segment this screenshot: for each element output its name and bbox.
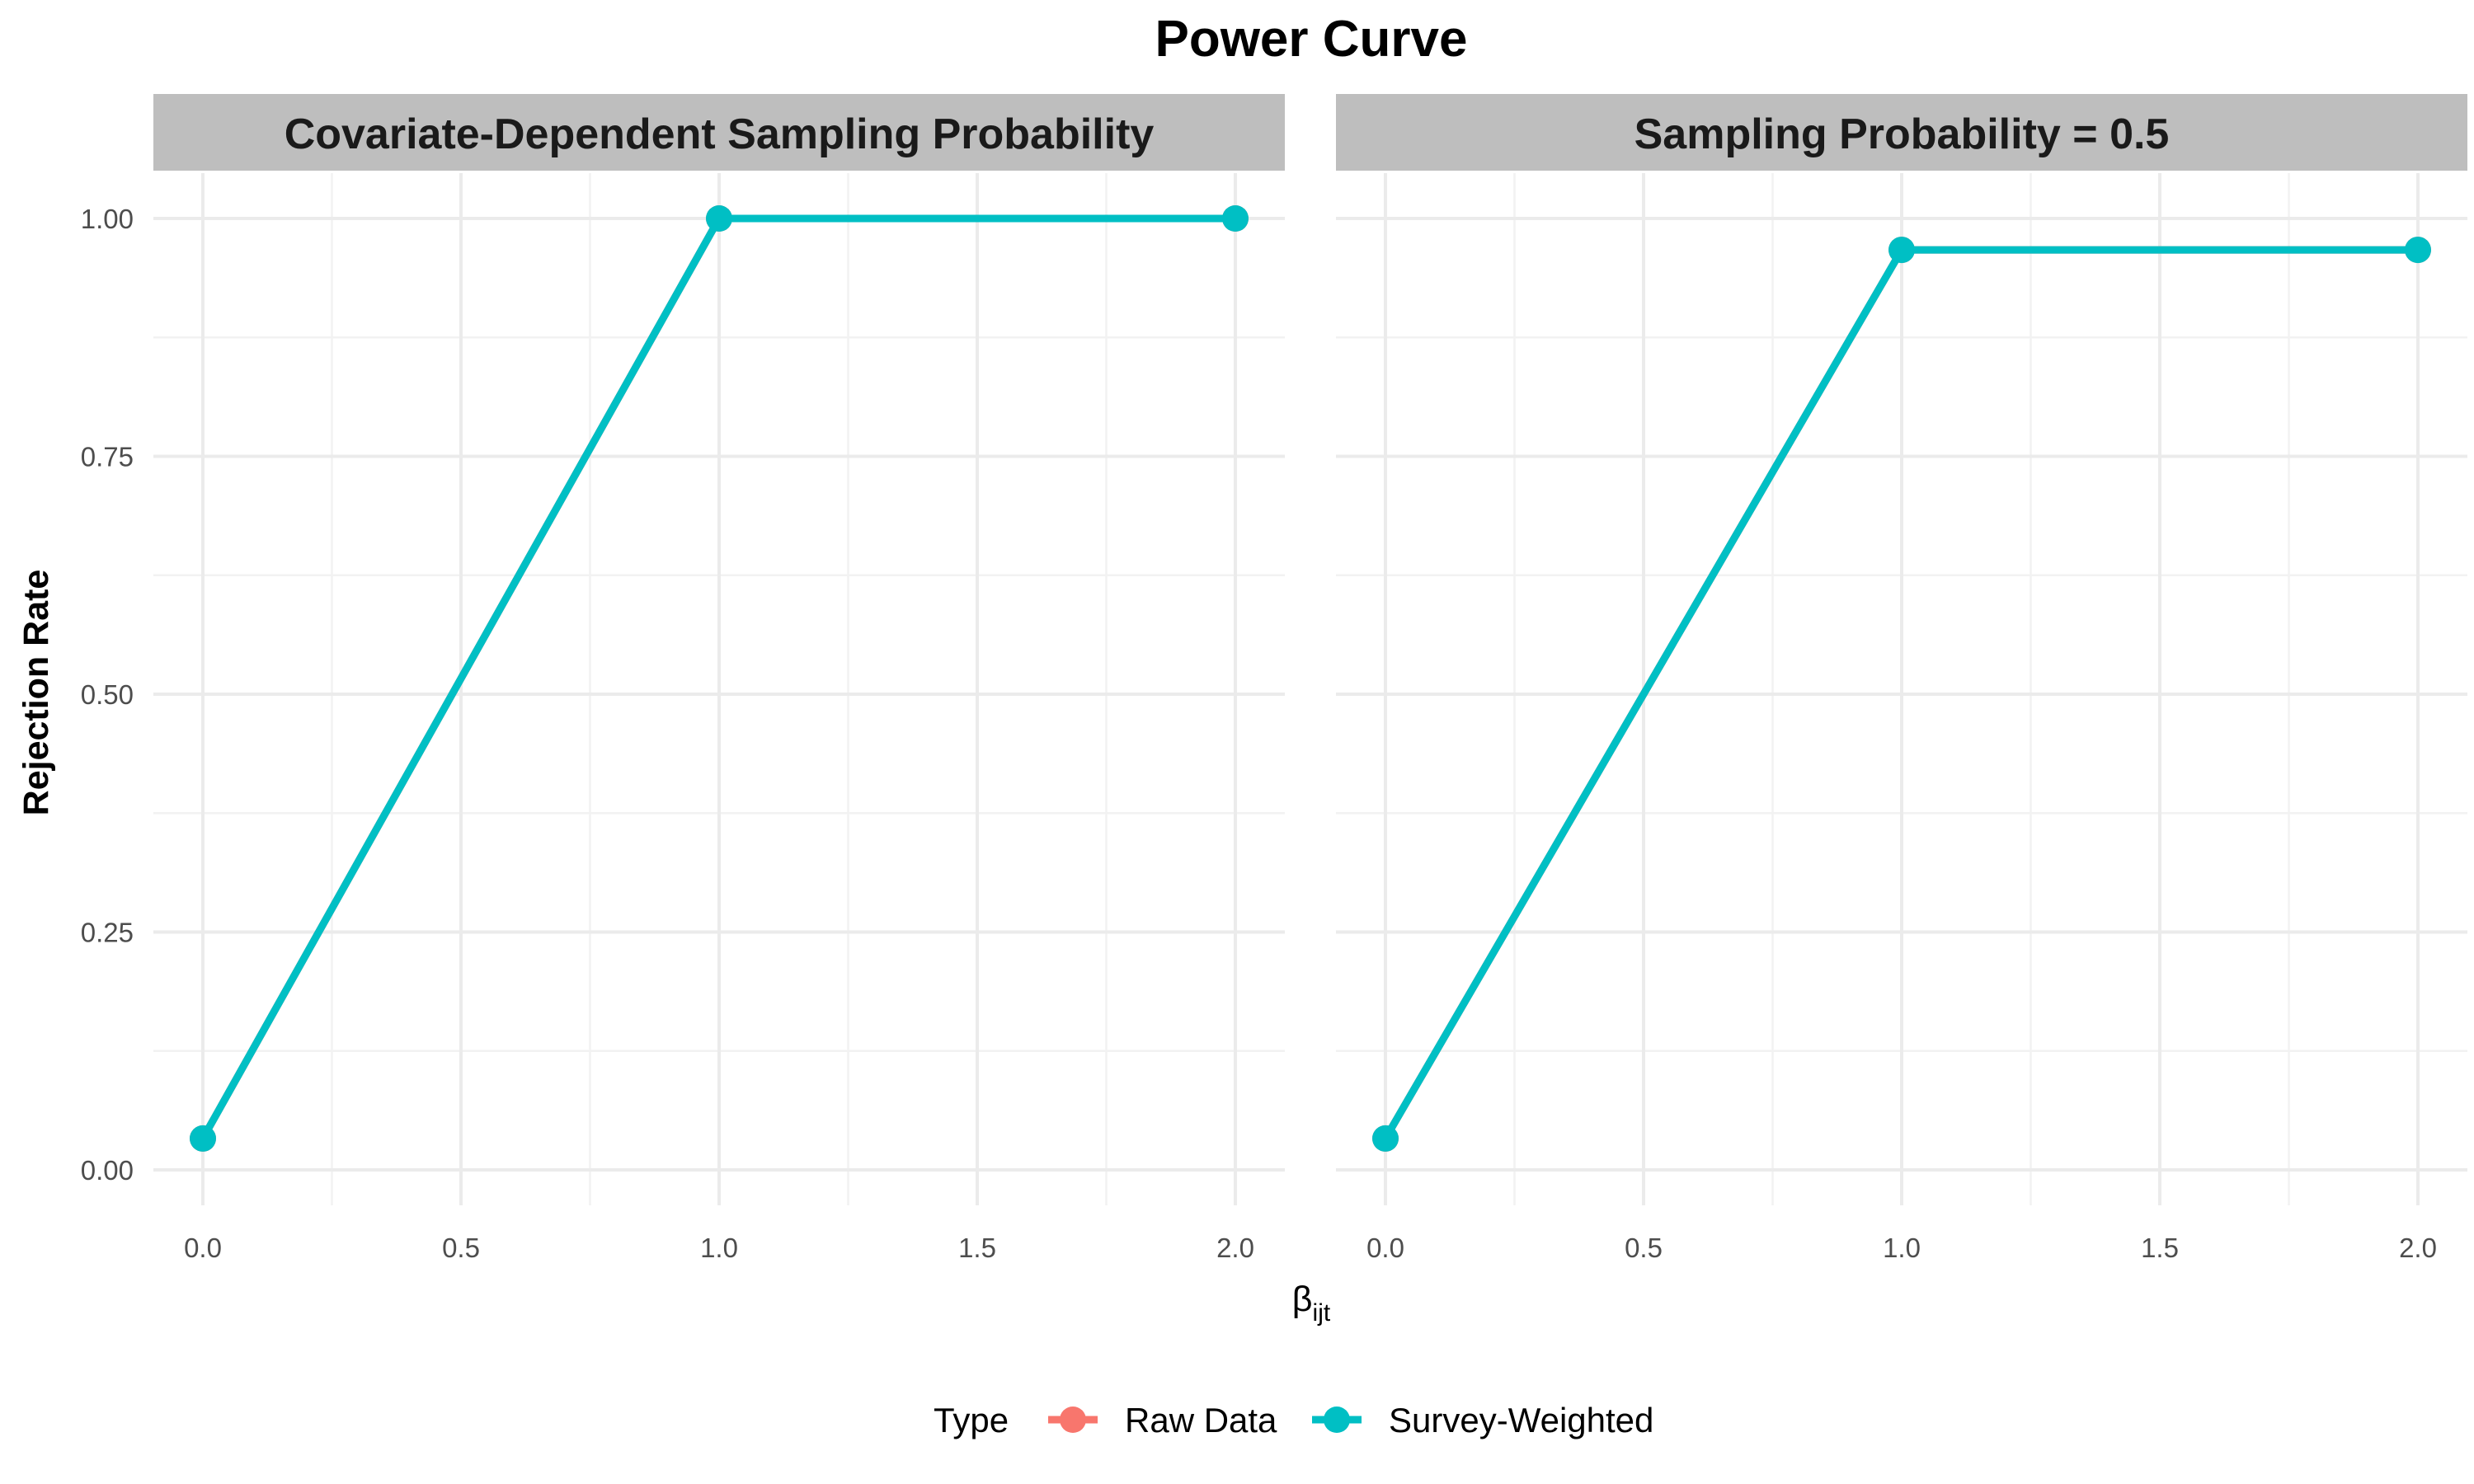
x-tick-label: 2.0 bbox=[2399, 1233, 2437, 1263]
chart-title: Power Curve bbox=[1155, 11, 1467, 68]
y-tick-label: 0.75 bbox=[81, 442, 134, 472]
x-tick-label: 1.5 bbox=[958, 1233, 996, 1263]
facet-panel-2: Sampling Probability = 0.5 0.0 0.5 1.0 1.5 2.… bbox=[1336, 94, 2467, 1263]
legend-label: Survey-Weighted bbox=[1389, 1401, 1653, 1439]
facet-strip-bg bbox=[1336, 94, 2467, 171]
series-survey-weighted bbox=[1372, 237, 2431, 1152]
facet-strip-label: Covariate-Dependent Sampling Probability bbox=[285, 110, 1155, 158]
x-tick-label: 0.5 bbox=[442, 1233, 480, 1263]
y-tick-label: 1.00 bbox=[81, 204, 134, 234]
x-axis-title-main: β bbox=[1292, 1280, 1313, 1319]
legend-key-point bbox=[1324, 1407, 1350, 1433]
y-tick-label: 0.50 bbox=[81, 679, 134, 710]
x-tick-label: 1.0 bbox=[1883, 1233, 1921, 1263]
legend: Type Raw Data Survey-Weighted bbox=[934, 1401, 1653, 1439]
series-survey-weighted bbox=[190, 205, 1249, 1152]
data-point bbox=[1888, 237, 1915, 264]
x-axis-title: βijt bbox=[1292, 1280, 1331, 1327]
legend-key-point bbox=[1060, 1407, 1086, 1433]
legend-title: Type bbox=[934, 1401, 1009, 1439]
x-tick-label: 1.5 bbox=[2141, 1233, 2179, 1263]
x-tick-label: 1.0 bbox=[700, 1233, 738, 1263]
data-point bbox=[2405, 237, 2431, 264]
data-point bbox=[1222, 205, 1249, 232]
data-point bbox=[1372, 1125, 1399, 1152]
x-tick-label: 0.5 bbox=[1625, 1233, 1663, 1263]
x-tick-label: 2.0 bbox=[1216, 1233, 1254, 1263]
x-tick-label: 0.0 bbox=[184, 1233, 222, 1263]
facet-strip-bg bbox=[153, 94, 1285, 171]
legend-entry-raw-data: Raw Data bbox=[1048, 1401, 1277, 1439]
data-point bbox=[190, 1125, 216, 1152]
x-axis-title-subscript: ijt bbox=[1313, 1299, 1331, 1327]
panels-layer: Covariate-Dependent Sampling Probability… bbox=[81, 94, 2467, 1263]
data-point bbox=[706, 205, 732, 232]
y-tick-label: 0.00 bbox=[81, 1155, 134, 1186]
legend-label: Raw Data bbox=[1125, 1401, 1277, 1439]
y-tick-label: 0.25 bbox=[81, 918, 134, 948]
y-axis-title: Rejection Rate bbox=[16, 570, 56, 816]
facet-strip-label: Sampling Probability = 0.5 bbox=[1634, 110, 2170, 158]
legend-entry-survey-weighted: Survey-Weighted bbox=[1312, 1401, 1653, 1439]
x-tick-label: 0.0 bbox=[1366, 1233, 1404, 1263]
facet-panel-1: Covariate-Dependent Sampling Probability… bbox=[81, 94, 1285, 1263]
